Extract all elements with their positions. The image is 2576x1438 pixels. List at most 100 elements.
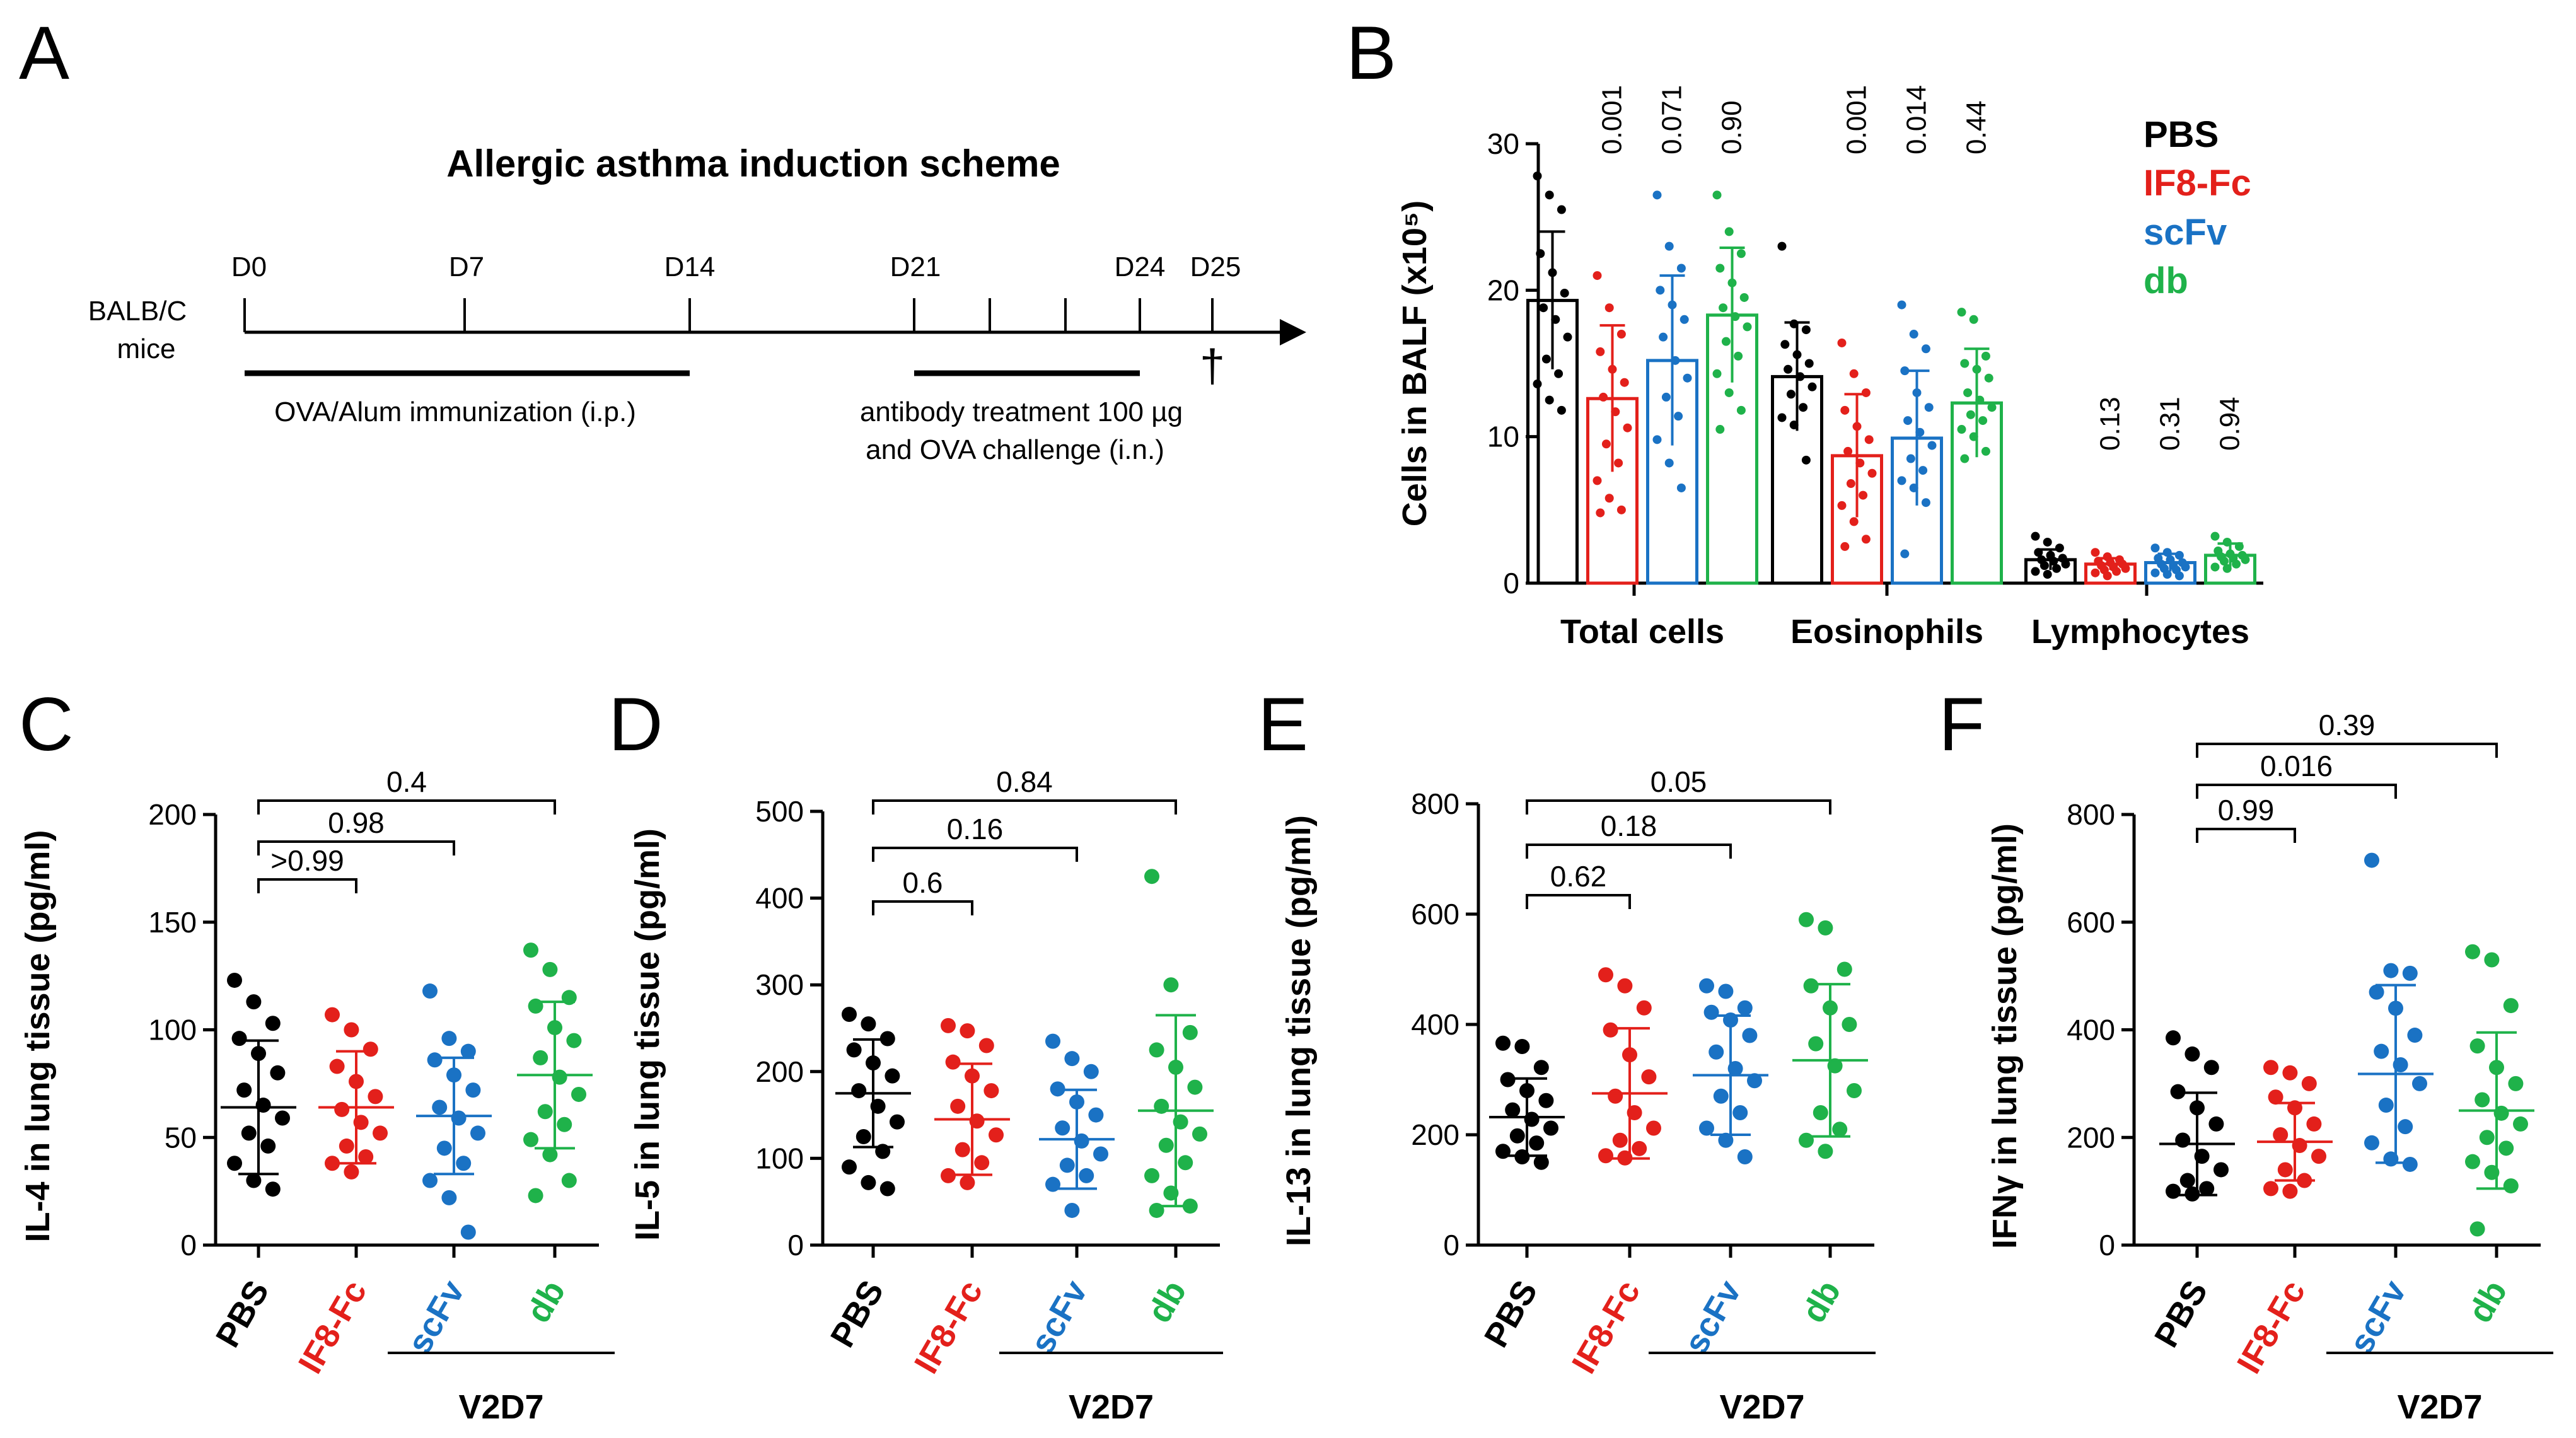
x-category-label: IF8-Fc <box>1565 1274 1647 1380</box>
data-point <box>460 1043 476 1059</box>
data-point <box>1533 380 1542 389</box>
y-tick-label: 10 <box>1487 420 1519 453</box>
panel-b-bar-chart: B 0 10 20 30 Cells in BALF (x10⁵) Total cells 0… <box>1346 11 2263 651</box>
data-point <box>1709 1044 1724 1060</box>
data-point <box>1719 303 1728 313</box>
data-point <box>1599 392 1608 402</box>
x-category-label: PBS <box>2147 1274 2215 1354</box>
data-point <box>1554 369 1564 378</box>
day-label: D25 <box>1190 252 1241 282</box>
p-value-label: 0.90 <box>1717 100 1748 154</box>
data-point <box>1144 869 1159 884</box>
data-point <box>1182 1024 1198 1040</box>
data-point <box>1664 241 1674 251</box>
y-tick-label: 20 <box>1487 274 1519 306</box>
data-point <box>978 1038 994 1053</box>
data-point <box>2383 963 2399 978</box>
treatment-label-line2: and OVA challenge (i.n.) <box>866 434 1164 465</box>
data-point <box>2508 1076 2524 1091</box>
data-point <box>1808 1036 1824 1052</box>
data-point <box>422 983 438 999</box>
data-point <box>1737 1000 1753 1016</box>
data-point <box>2222 537 2232 547</box>
y-tick-label: 200 <box>1411 1118 1459 1151</box>
data-point <box>2402 1156 2418 1172</box>
data-point <box>1149 1042 1164 1058</box>
data-point <box>1620 378 1629 387</box>
legend-entry: scFv <box>2144 212 2227 253</box>
data-point <box>2162 570 2172 579</box>
p-value-label: 0.31 <box>2155 397 2186 451</box>
data-point <box>241 1125 257 1141</box>
data-point <box>2479 1130 2495 1145</box>
data-point <box>358 1149 374 1164</box>
data-point <box>2412 1076 2427 1091</box>
data-point <box>260 1138 276 1154</box>
data-point <box>2407 1028 2423 1043</box>
significance-bracket <box>1526 894 1631 909</box>
data-point <box>856 1129 871 1144</box>
data-point <box>1903 416 1913 426</box>
y-axis-label: Cells in BALF (x10⁵) <box>1396 200 1434 526</box>
data-point <box>1796 372 1805 381</box>
data-point <box>1614 458 1623 468</box>
data-point <box>1064 1202 1080 1218</box>
data-point <box>1842 1017 1857 1032</box>
data-point <box>1847 1083 1862 1098</box>
x-category-label: scFv <box>2342 1274 2414 1360</box>
data-point <box>1731 312 1740 322</box>
data-point <box>1984 373 1993 383</box>
data-point <box>231 1031 247 1047</box>
p-value-label: 0.84 <box>996 765 1053 798</box>
data-point <box>2474 1092 2490 1108</box>
y-tick-label: 50 <box>165 1121 197 1154</box>
data-point <box>1514 1039 1530 1054</box>
data-point <box>1981 446 1990 456</box>
data-point <box>1915 427 1925 437</box>
data-point <box>1612 1132 1628 1148</box>
data-point <box>1724 227 1734 236</box>
data-point <box>339 1138 354 1154</box>
y-axis-label: IL-13 in lung tissue (pg/ml) <box>1280 815 1318 1246</box>
p-value-label: 0.071 <box>1657 85 1688 154</box>
data-point <box>1536 249 1545 258</box>
p-value-label: 0.014 <box>1901 85 1932 154</box>
data-point <box>1721 337 1731 346</box>
significance-bracket <box>257 799 556 815</box>
data-point <box>1799 403 1808 412</box>
data-point <box>1596 347 1605 356</box>
data-point <box>1064 1051 1080 1067</box>
data-point <box>2091 568 2100 577</box>
data-point <box>1900 366 1910 376</box>
data-point <box>1969 432 1978 441</box>
data-point <box>1742 1028 1758 1043</box>
data-point <box>1545 190 1554 200</box>
data-point <box>2263 1060 2278 1076</box>
data-point <box>2364 1135 2379 1151</box>
panel-d-il5-chart: D 0 100 200 300 400 500 IL-5 in lung tissue (pg… <box>608 682 1223 1426</box>
data-point <box>2175 1132 2191 1148</box>
data-point <box>1548 268 1557 277</box>
data-point <box>557 1116 572 1132</box>
data-point <box>368 1089 383 1105</box>
data-point <box>2043 537 2052 547</box>
data-point <box>265 1016 281 1031</box>
y-tick-label: 600 <box>1411 898 1459 931</box>
sacrifice-dagger-icon: † <box>1200 341 1225 391</box>
data-point <box>2174 550 2184 560</box>
subject-line1: BALB/C <box>88 296 187 327</box>
data-point <box>1859 490 1868 500</box>
data-point <box>2503 998 2519 1014</box>
data-point <box>1699 1120 1714 1136</box>
data-point <box>325 1156 340 1171</box>
data-point <box>334 1101 350 1117</box>
data-point <box>1539 303 1548 313</box>
data-point <box>1972 364 1981 374</box>
data-point <box>1616 505 1626 514</box>
treatment-label-line1: antibody treatment 100 µg <box>860 397 1183 427</box>
data-point <box>1837 501 1847 510</box>
data-point <box>861 1016 876 1032</box>
y-tick-label: 0 <box>1443 1229 1459 1261</box>
data-point <box>2055 543 2064 553</box>
y-tick-label: 400 <box>1411 1008 1459 1041</box>
